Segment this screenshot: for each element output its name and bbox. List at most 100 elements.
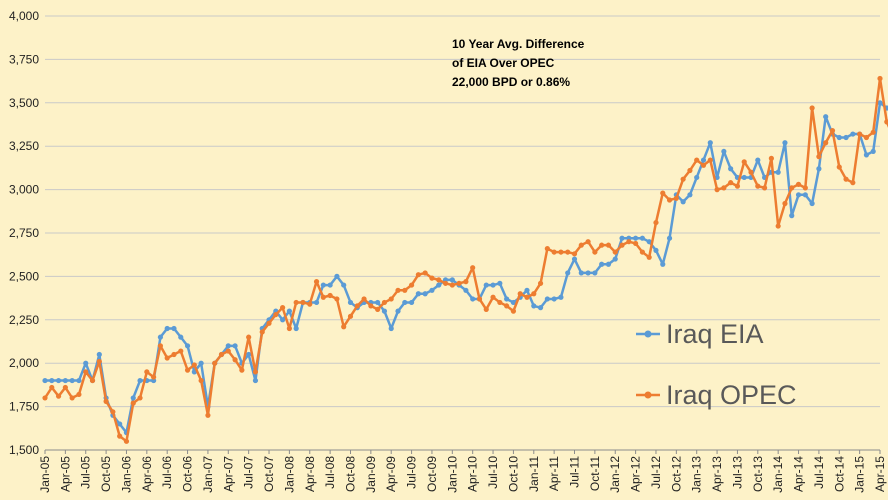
- data-point: [96, 358, 102, 365]
- x-tick-label: Apr-05: [58, 456, 72, 492]
- data-point: [293, 325, 299, 332]
- data-point: [313, 299, 320, 306]
- data-point: [157, 334, 164, 340]
- data-point: [700, 162, 707, 168]
- x-tick-label: Jul-08: [323, 456, 337, 489]
- data-point: [836, 134, 842, 141]
- y-tick-label: 2,250: [9, 313, 39, 327]
- data-point: [816, 154, 822, 160]
- data-point: [850, 131, 856, 137]
- data-point: [531, 303, 537, 309]
- data-point: [388, 296, 394, 302]
- data-point: [605, 242, 612, 248]
- data-point: [280, 317, 286, 323]
- x-tick-label: Jan-14: [771, 456, 785, 493]
- x-tick-label: Jan-07: [201, 456, 215, 493]
- data-point: [802, 185, 808, 191]
- data-point: [789, 213, 795, 219]
- x-tick-label: Jul-06: [160, 456, 174, 489]
- data-point: [612, 256, 618, 262]
- data-point: [252, 369, 259, 375]
- data-point: [191, 362, 197, 368]
- data-point: [252, 377, 259, 384]
- data-point: [612, 249, 618, 255]
- data-point: [510, 308, 517, 314]
- data-point: [239, 367, 245, 373]
- data-point: [633, 235, 639, 241]
- x-tick-label: Jul-13: [730, 456, 744, 489]
- data-point: [707, 157, 713, 163]
- data-point: [870, 148, 876, 155]
- x-tick-label: Jan-15: [853, 456, 867, 493]
- data-point: [666, 197, 673, 203]
- data-point: [55, 393, 62, 399]
- data-point: [755, 157, 761, 163]
- y-tick-label: 4,000: [9, 9, 39, 23]
- data-point: [823, 114, 829, 120]
- data-point: [809, 200, 815, 207]
- data-point: [456, 280, 462, 286]
- data-point: [639, 249, 645, 255]
- data-point: [83, 369, 89, 375]
- data-point: [877, 100, 883, 106]
- data-point: [232, 343, 238, 349]
- data-point: [422, 270, 428, 276]
- x-tick-label: Jan-12: [608, 456, 622, 493]
- data-point: [402, 299, 408, 306]
- x-tick-label: Jan-06: [119, 456, 133, 493]
- data-point: [151, 374, 157, 380]
- data-point: [307, 301, 313, 307]
- data-point: [884, 119, 888, 125]
- data-point: [103, 398, 109, 404]
- data-point: [741, 174, 747, 181]
- data-point: [442, 280, 449, 286]
- data-point: [571, 251, 578, 257]
- data-point: [558, 294, 564, 300]
- data-point: [320, 282, 326, 288]
- data-point: [408, 282, 415, 288]
- data-point: [578, 270, 584, 276]
- data-point: [850, 180, 856, 186]
- data-point: [565, 249, 571, 255]
- annotation-line: 22,000 BPD or 0.86%: [452, 75, 570, 89]
- x-tick-label: Oct-08: [343, 456, 357, 492]
- x-tick-label: Apr-12: [629, 456, 643, 492]
- data-point: [42, 377, 48, 384]
- data-point: [768, 155, 774, 161]
- data-point: [449, 277, 455, 283]
- data-point: [300, 299, 306, 306]
- data-point: [795, 192, 802, 198]
- data-point: [476, 296, 483, 302]
- data-point: [585, 239, 591, 245]
- data-point: [422, 291, 428, 297]
- data-point: [341, 324, 347, 330]
- data-point: [558, 249, 564, 255]
- data-point: [707, 140, 713, 146]
- data-point: [483, 306, 489, 312]
- x-tick-label: Jul-11: [568, 456, 582, 488]
- data-point: [700, 157, 707, 163]
- data-point: [218, 351, 225, 358]
- data-point: [694, 157, 700, 163]
- x-tick-label: Jan-13: [690, 456, 704, 493]
- data-point: [286, 325, 292, 332]
- data-point: [327, 282, 333, 288]
- x-tick-label: Oct-14: [832, 456, 846, 492]
- data-point: [592, 249, 598, 255]
- annotation-line: 10 Year Avg. Difference: [452, 37, 585, 51]
- data-point: [320, 294, 326, 300]
- data-point: [436, 282, 442, 288]
- data-point: [585, 270, 591, 276]
- x-tick-label: Apr-08: [303, 456, 317, 492]
- data-point: [531, 291, 537, 297]
- data-point: [551, 249, 557, 255]
- data-point: [544, 246, 550, 252]
- data-point: [137, 377, 143, 384]
- data-point: [565, 270, 571, 276]
- data-point: [490, 282, 496, 288]
- data-point: [273, 311, 279, 318]
- data-point: [755, 183, 761, 189]
- data-point: [42, 395, 48, 401]
- data-point: [361, 296, 367, 302]
- data-point: [660, 190, 666, 196]
